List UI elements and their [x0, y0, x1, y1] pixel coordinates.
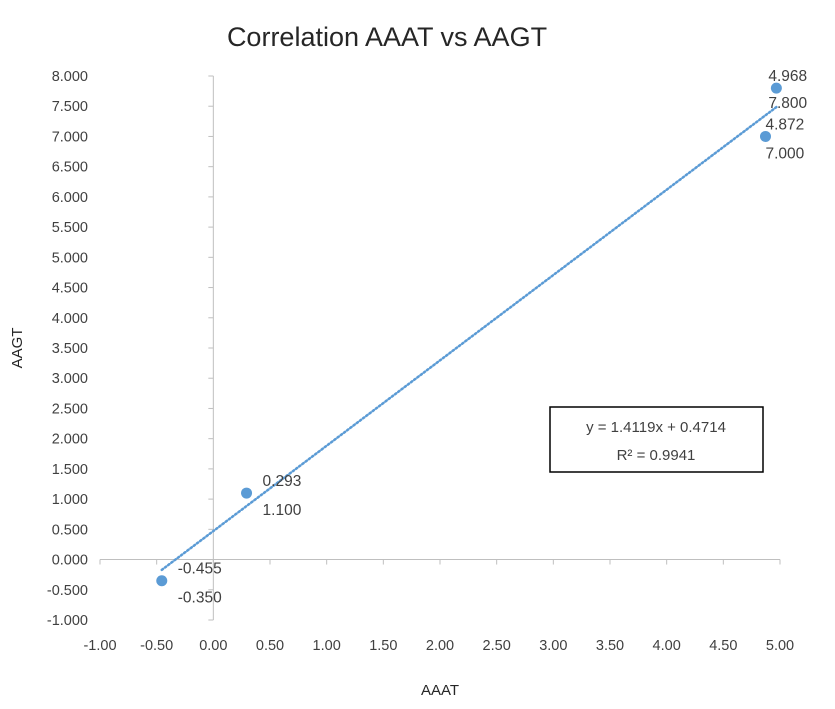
y-tick-label: 5.500: [52, 220, 88, 236]
y-tick-label: -1.000: [47, 613, 88, 629]
data-labels: -0.455 -0.350 0.293 1.100 4.872 7.000 4.968 7.8…: [178, 68, 808, 607]
data-label-x: 0.293: [263, 473, 302, 490]
chart-title: Correlation AAAT vs AAGT: [227, 22, 547, 52]
y-tick-label: 6.500: [52, 160, 88, 176]
data-point: [770, 82, 782, 94]
x-tick-label: 2.50: [483, 638, 511, 654]
y-tick-label: 4.000: [52, 311, 88, 327]
y-tick-label: 3.500: [52, 341, 88, 357]
data-label-y: 7.800: [768, 95, 807, 112]
data-label-x: 4.968: [768, 68, 807, 85]
y-tick-label: 0.500: [52, 522, 88, 538]
data-label-x: 4.872: [765, 116, 804, 133]
x-tick-label: 3.00: [539, 638, 567, 654]
y-tick-label: 3.000: [52, 371, 88, 387]
x-tick-label: 5.00: [766, 638, 794, 654]
trendline: [160, 105, 778, 572]
data-point: [759, 130, 771, 142]
data-label-y: 1.100: [263, 502, 302, 519]
x-tick-label: 3.50: [596, 638, 624, 654]
x-tick-label: -1.00: [83, 638, 116, 654]
data-point: [241, 487, 253, 499]
x-tick-label: 1.50: [369, 638, 397, 654]
y-tick-label: -0.500: [47, 583, 88, 599]
x-tick-label: 4.50: [709, 638, 737, 654]
trendline-equation: y = 1.4119x + 0.4714: [586, 419, 726, 436]
y-tick-label: 1.000: [52, 492, 88, 508]
y-tick-label: 2.500: [52, 401, 88, 417]
data-point: [156, 575, 168, 587]
x-tick-label: 4.00: [653, 638, 681, 654]
y-tick-label: 7.000: [52, 129, 88, 145]
y-tick-label: 7.500: [52, 99, 88, 115]
y-tick-label: 4.500: [52, 281, 88, 297]
x-axis-title: AAAT: [421, 682, 459, 699]
trendline-r-squared: R² = 0.9941: [617, 447, 696, 464]
data-label-x: -0.455: [178, 561, 222, 578]
x-tick-label: 1.00: [313, 638, 341, 654]
x-tick-label: -0.50: [140, 638, 173, 654]
axes: [100, 76, 780, 620]
trendline-equation-box: y = 1.4119x + 0.4714 R² = 0.9941: [549, 406, 764, 473]
y-axis-ticks: -1.000 -0.500 0.000 0.500 1.000 1.500 2.000 2.5…: [47, 69, 214, 629]
y-tick-label: 6.000: [52, 190, 88, 206]
y-tick-label: 5.000: [52, 250, 88, 266]
trendline-path: [160, 105, 778, 572]
data-points: [156, 82, 782, 587]
x-tick-label: 0.50: [256, 638, 284, 654]
x-tick-label: 2.00: [426, 638, 454, 654]
x-axis-ticks: -1.00 -0.50 0.00 0.50 1.00 1.50 2.00 2.50 3.00 3.…: [83, 559, 794, 654]
data-label-y: 7.000: [765, 145, 804, 162]
y-tick-label: 8.000: [52, 69, 88, 85]
y-tick-label: 0.000: [52, 553, 88, 569]
x-tick-label: 0.00: [199, 638, 227, 654]
data-label-y: -0.350: [178, 590, 222, 607]
y-tick-label: 2.000: [52, 432, 88, 448]
y-tick-label: 1.500: [52, 462, 88, 478]
y-axis-title: AAGT: [9, 328, 26, 369]
equation-box-frame: [549, 406, 764, 473]
